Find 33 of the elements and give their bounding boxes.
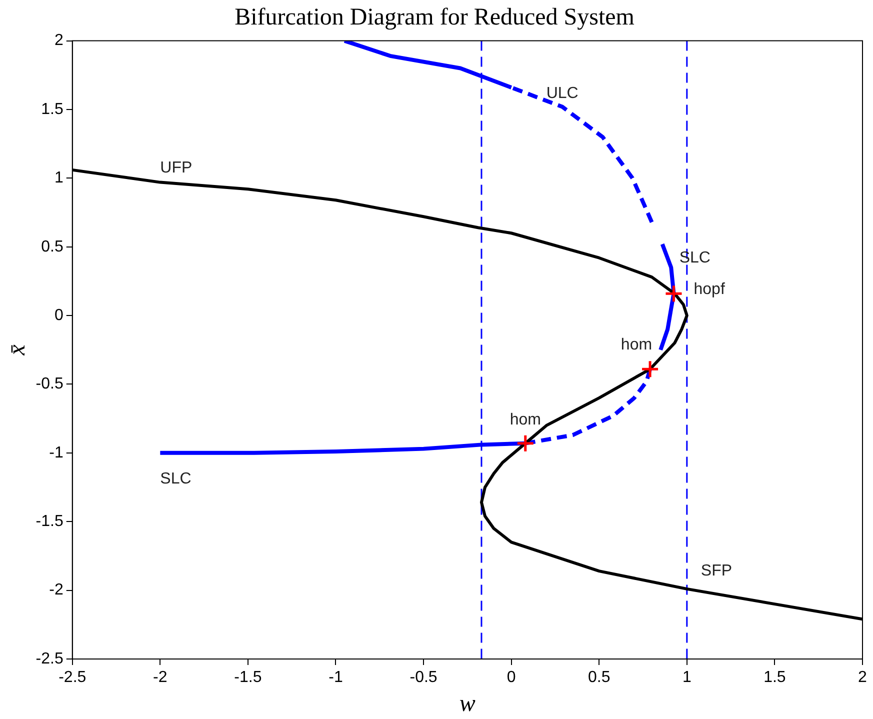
y-tick-label: -1.5 bbox=[36, 513, 64, 530]
annotation: hopf bbox=[694, 280, 726, 298]
annotation: hom bbox=[620, 336, 652, 354]
y-axis-title: x̄ bbox=[4, 344, 31, 356]
x-tick-label: 0 bbox=[506, 669, 516, 686]
y-tick-label: 0 bbox=[54, 306, 64, 324]
x-tick-label: -1 bbox=[328, 669, 343, 686]
point bbox=[516, 434, 535, 453]
y-tick-label: -2.5 bbox=[36, 650, 64, 668]
annotation: UFP bbox=[160, 160, 192, 177]
x-tick-label: 0.5 bbox=[588, 669, 610, 686]
point bbox=[664, 284, 683, 303]
x-tick-label: 1 bbox=[682, 669, 692, 686]
x-tick-label: -0.5 bbox=[410, 669, 438, 686]
y-tick-label: -2 bbox=[49, 582, 64, 599]
annotation: SFP bbox=[700, 562, 732, 580]
chart-title: Bifurcation Diagram for Reduced System bbox=[234, 4, 635, 31]
y-tick-label: 2 bbox=[54, 32, 64, 50]
annotation: SLC bbox=[679, 250, 710, 267]
y-tick-label: 1.5 bbox=[41, 100, 64, 118]
x-tick-label: 2 bbox=[858, 669, 868, 686]
x-tick-label: -1.5 bbox=[234, 669, 262, 686]
x-tick-label: -2 bbox=[153, 669, 168, 686]
point bbox=[640, 360, 660, 378]
x-axis-title: w bbox=[459, 690, 476, 717]
y-tick-label: 0.5 bbox=[41, 238, 64, 256]
annotation: SLC bbox=[160, 470, 192, 488]
x-tick-label: 1.5 bbox=[764, 669, 786, 686]
y-tick-label: 1 bbox=[54, 170, 64, 187]
y-tick-label: -1 bbox=[49, 444, 64, 462]
annotation: hom bbox=[510, 412, 541, 429]
annotation: ULC bbox=[546, 84, 578, 102]
y-tick-label: -0.5 bbox=[36, 376, 64, 393]
